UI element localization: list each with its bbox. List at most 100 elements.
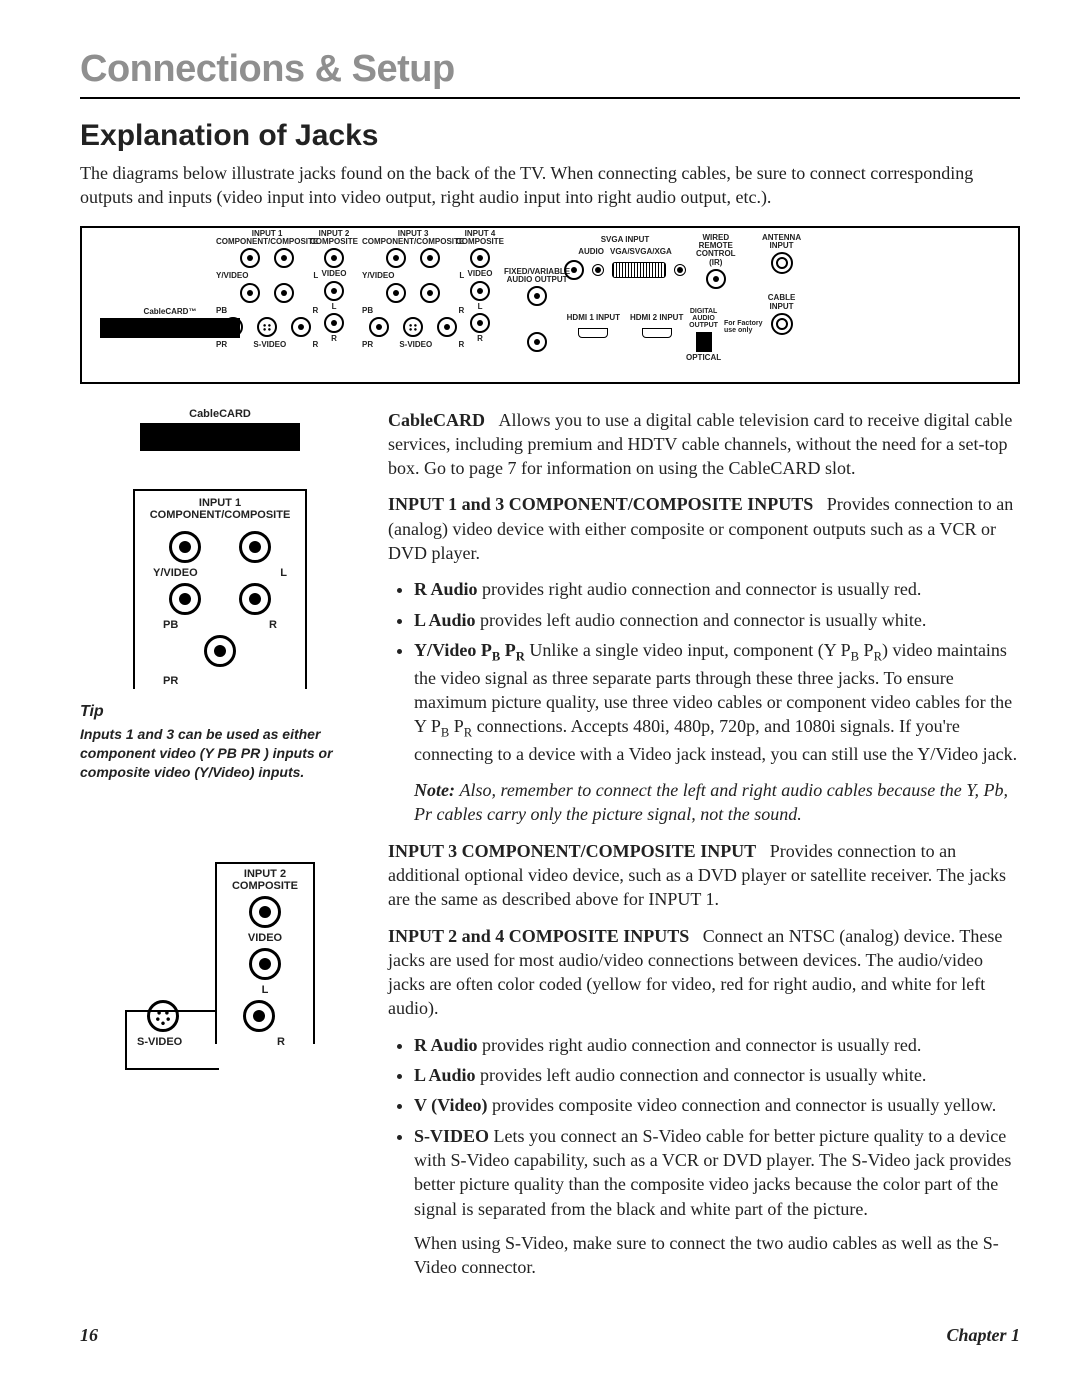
diag-input2-label: INPUT 2COMPOSITE — [310, 230, 358, 247]
jack-icon — [386, 283, 406, 303]
diag-input1-label: INPUT 1COMPONENT/COMPOSITE — [216, 230, 318, 247]
horizontal-rule — [80, 97, 1020, 99]
cable-label: CABLE INPUT — [762, 294, 801, 311]
jack-icon — [324, 248, 344, 268]
diag-antenna: ANTENNA INPUT CABLE INPUT — [762, 234, 801, 338]
diag-digital-audio: DIGITAL AUDIO OUTPUT OPTICAL — [686, 308, 721, 362]
jack-icon — [470, 281, 490, 301]
diag-svga: SVGA INPUT AUDIO VGA/SVGA/XGA HDMI 1 INP… — [560, 236, 690, 343]
bullet-l-audio-2: L Audio provides left audio connection a… — [414, 1063, 1020, 1087]
bullets-input13: R Audio provides right audio connection … — [388, 577, 1020, 766]
jack-icon — [223, 317, 243, 337]
diag-input1: INPUT 1COMPONENT/COMPOSITE Y/VIDEOL PBR … — [216, 230, 318, 352]
screw-icon — [592, 264, 604, 276]
jack-icon — [420, 248, 440, 268]
jack-label: PB — [163, 619, 178, 631]
jack-icon — [706, 269, 726, 289]
cablecard-slot-icon — [140, 423, 300, 451]
hdmi1-label: HDMI 1 INPUT — [567, 314, 620, 322]
jack-icon — [564, 260, 584, 280]
mini-input2: INPUT 2 COMPOSITE VIDEO L S-VIDEO R — [125, 862, 315, 1048]
bullet-r-audio-2: R Audio provides right audio connection … — [414, 1033, 1020, 1057]
jack-label: L — [215, 984, 315, 996]
manual-page: Connections & Setup Explanation of Jacks… — [0, 0, 1080, 1382]
jack-icon — [527, 332, 547, 352]
diag-wired-remote: WIRED REMOTE CONTROL (IR) — [696, 234, 736, 292]
def-cablecard: CableCARD Allows you to use a digital ca… — [388, 408, 1020, 481]
screw-icon — [674, 264, 686, 276]
hdmi2-label: HDMI 2 INPUT — [630, 314, 683, 322]
diag-factory: For Factory use only — [724, 320, 763, 337]
jack-icon — [204, 635, 236, 667]
svideo-icon — [147, 1000, 179, 1032]
antenna-label: ANTENNA INPUT — [762, 234, 801, 251]
optical-label: OPTICAL — [686, 354, 721, 362]
jack-label: Y/VIDEO — [153, 567, 198, 579]
jack-icon — [291, 317, 311, 337]
jack-label: S-VIDEO — [399, 341, 432, 349]
def-input3: INPUT 3 COMPONENT/COMPOSITE INPUT Provid… — [388, 839, 1020, 912]
tip-text: Inputs 1 and 3 can be used as either com… — [80, 725, 360, 782]
mini-input2-subtitle: COMPOSITE — [215, 880, 315, 892]
diag-input4: INPUT 4COMPOSITE VIDEO L R — [456, 230, 504, 344]
bullets-input24: R Audio provides right audio connection … — [388, 1033, 1020, 1280]
jack-icon — [324, 313, 344, 333]
hdmi-port-icon — [642, 328, 672, 338]
section-title: Connections & Setup — [80, 48, 1020, 91]
jack-icon — [239, 583, 271, 615]
mini-input1-title: INPUT 1 — [135, 497, 305, 509]
note-audio: Note: Also, remember to connect the left… — [388, 778, 1020, 827]
jack-label: PR — [216, 341, 227, 349]
jack-label: VIDEO — [310, 270, 358, 278]
jack-icon — [169, 583, 201, 615]
jack-icon — [240, 248, 260, 268]
page-footer: 16 Chapter 1 — [80, 1325, 1020, 1346]
diag-digital-label: DIGITAL AUDIO OUTPUT — [686, 308, 721, 330]
jack-icon — [386, 248, 406, 268]
back-panel-diagram: CableCARD™ INPUT 1COMPONENT/COMPOSITE Y/… — [80, 226, 1020, 384]
mini-cablecard: CableCARD — [140, 408, 300, 451]
jack-label: Y/VIDEO — [362, 272, 394, 280]
jack-icon — [249, 896, 281, 928]
mini-input2-title: INPUT 2 — [215, 868, 315, 880]
jack-label: R — [269, 619, 277, 631]
svideo-icon — [403, 317, 423, 337]
bullet-l-audio: L Audio provides left audio connection a… — [414, 608, 1020, 632]
diag-input4-label: INPUT 4COMPOSITE — [456, 230, 504, 247]
mini-input1-subtitle: COMPONENT/COMPOSITE — [135, 509, 305, 521]
diag-input3-label: INPUT 3COMPONENT/COMPOSITE — [362, 230, 464, 247]
right-column: CableCARD Allows you to use a digital ca… — [388, 408, 1020, 1292]
diag-svga-label: SVGA INPUT — [560, 236, 690, 244]
jack-label: Y/VIDEO — [216, 272, 248, 280]
mini-cablecard-label: CableCARD — [140, 408, 300, 420]
jack-label: PB — [216, 307, 227, 315]
jack-label: R — [456, 335, 504, 343]
diag-wired-label: WIRED REMOTE CONTROL (IR) — [696, 234, 736, 268]
jack-label: VIDEO — [215, 932, 315, 944]
jack-icon — [274, 248, 294, 268]
vga-port-icon — [612, 262, 666, 278]
jack-label: VIDEO — [456, 270, 504, 278]
tip-heading: Tip — [80, 703, 360, 721]
def-input13: INPUT 1 and 3 COMPONENT/COMPOSITE INPUTS… — [388, 492, 1020, 565]
def-input24: INPUT 2 and 4 COMPOSITE INPUTS Connect a… — [388, 924, 1020, 1021]
jack-label: S-VIDEO — [137, 1036, 182, 1048]
jack-icon — [527, 286, 547, 306]
jack-icon — [240, 283, 260, 303]
coax-icon — [771, 252, 793, 274]
svideo-icon — [257, 317, 277, 337]
jack-label: AUDIO — [578, 248, 604, 256]
coax-icon — [771, 313, 793, 335]
bullet-r-audio: R Audio provides right audio connection … — [414, 577, 1020, 601]
svideo-followup: When using S-Video, make sure to connect… — [414, 1231, 1020, 1280]
diag-input2: INPUT 2COMPOSITE VIDEO L R — [310, 230, 358, 344]
jack-label: R — [277, 1036, 285, 1048]
jack-icon — [243, 1000, 275, 1032]
mini-input1: INPUT 1 COMPONENT/COMPOSITE Y/VIDEO L PB… — [133, 489, 307, 689]
jack-label: L — [310, 303, 358, 311]
jack-icon — [437, 317, 457, 337]
jack-icon — [470, 313, 490, 333]
optical-port-icon — [696, 332, 712, 352]
jack-label: VGA/SVGA/XGA — [610, 248, 672, 256]
bullet-v-video: V (Video) provides composite video conne… — [414, 1093, 1020, 1117]
